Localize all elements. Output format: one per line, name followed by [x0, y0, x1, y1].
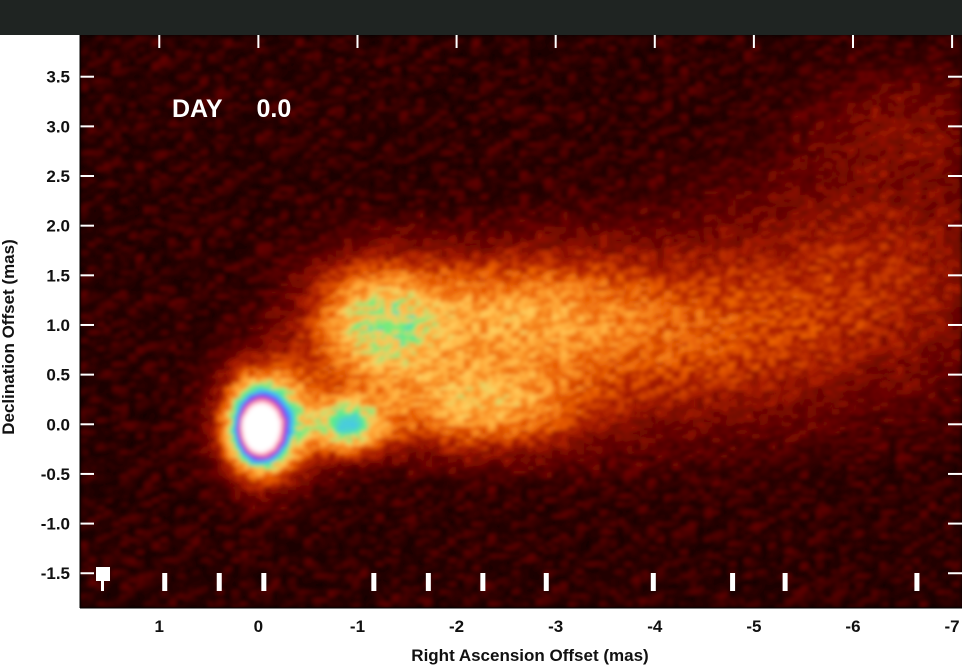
epoch-marker — [730, 573, 736, 591]
y-tick-label: 2.5 — [46, 167, 70, 186]
epoch-marker — [914, 573, 920, 591]
x-tick-label: -2 — [449, 617, 464, 636]
epoch-marker — [782, 573, 788, 591]
epoch-marker — [650, 573, 656, 591]
x-tick-label: -1 — [350, 617, 365, 636]
y-tick-label: -1.5 — [41, 564, 70, 583]
y-tick-label: 2.0 — [46, 217, 70, 236]
heatmap-image — [80, 35, 962, 608]
epoch-marker — [371, 573, 377, 591]
x-tick-label: -7 — [945, 617, 960, 636]
y-tick-label: 0.0 — [46, 415, 70, 434]
epoch-marker — [261, 573, 267, 591]
day-annotation: DAY 0.0 — [172, 95, 292, 123]
y-tick-label: -1.0 — [41, 515, 70, 534]
epoch-markers — [162, 573, 920, 591]
y-axis-label: Declination Offset (mas) — [0, 239, 18, 435]
y-tick-label: 0.5 — [46, 366, 70, 385]
top-header-bar — [0, 0, 962, 35]
axis-ticks — [80, 35, 962, 575]
epoch-marker — [425, 573, 431, 591]
epoch-marker — [162, 573, 168, 591]
y-tick-label: -0.5 — [41, 465, 70, 484]
epoch-marker — [480, 573, 486, 591]
tick-labels: 1 0 -1 -2 -3 -4 -5 -6 -7 3.5 3.0 2.5 2.0 1.5 1.0 0.5 0.0… — [41, 68, 960, 636]
epoch-marker — [216, 573, 222, 591]
x-tick-label: -6 — [845, 617, 860, 636]
x-tick-label: -3 — [548, 617, 563, 636]
y-tick-label: 1.0 — [46, 316, 70, 335]
epoch-marker — [543, 573, 549, 591]
x-tick-label: 0 — [254, 617, 263, 636]
y-tick-label: 3.0 — [46, 117, 70, 136]
beam-marker — [96, 567, 110, 591]
x-tick-label: 1 — [155, 617, 164, 636]
y-tick-label: 3.5 — [46, 68, 70, 87]
x-tick-label: -4 — [647, 617, 663, 636]
x-axis-label: Right Ascension Offset (mas) — [411, 646, 649, 665]
x-tick-label: -5 — [746, 617, 761, 636]
y-tick-label: 1.5 — [46, 266, 70, 285]
